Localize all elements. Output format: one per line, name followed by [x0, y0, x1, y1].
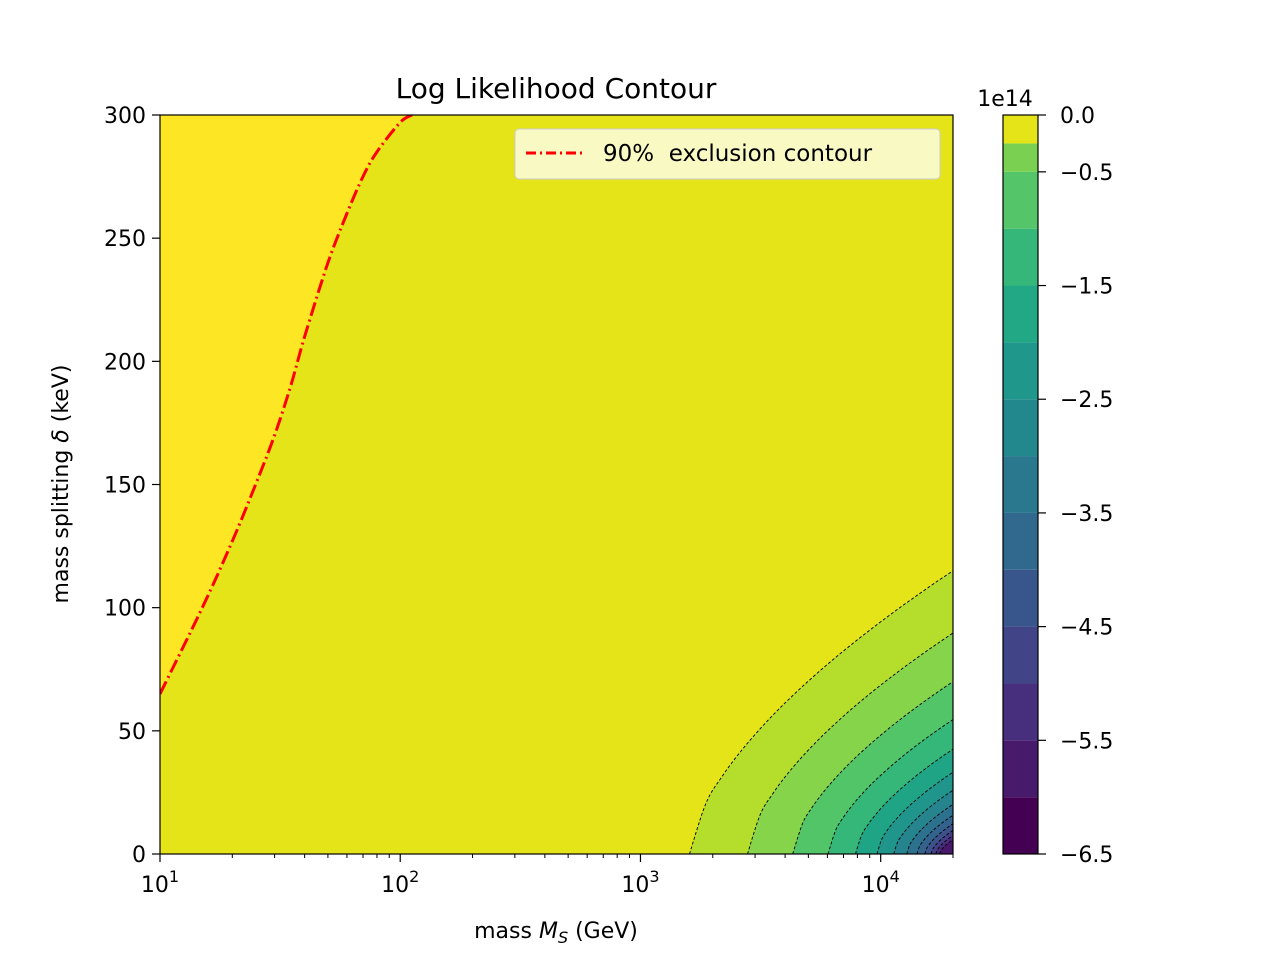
colorbar-tick-label: −4.5 [1060, 616, 1113, 641]
colorbar-band [1003, 797, 1038, 854]
colorbar-tick-label: −2.5 [1060, 388, 1113, 413]
y-tick-label: 300 [104, 104, 146, 129]
legend: 90% exclusion contour [514, 128, 941, 180]
colorbar-band [1003, 399, 1038, 457]
contour-line [689, 570, 953, 854]
colorbar-band [1003, 171, 1038, 229]
colorbar: 0.0 −0.5 −1.5 −2.5 −3.5 −4.5 −5.5 −6.5 1e14 [977, 87, 1113, 868]
colorbar-band [1003, 683, 1038, 741]
colorbar-band [1003, 740, 1038, 798]
max-likelihood-region [160, 115, 413, 694]
colorbar-tick-label: −6.5 [1060, 843, 1113, 868]
colorbar-band [1003, 512, 1038, 570]
contour-band [939, 839, 953, 854]
colorbar-ticks: 0.0 −0.5 −1.5 −2.5 −3.5 −4.5 −5.5 −6.5 [1038, 104, 1113, 868]
colorbar-tick-label: −3.5 [1060, 502, 1113, 527]
colorbar-bands [1003, 115, 1038, 854]
contour-line [924, 823, 953, 854]
x-tick-label: 103 [621, 867, 659, 898]
colorbar-tick-label: 0.0 [1060, 104, 1095, 129]
plot-area [160, 115, 953, 854]
colorbar-band [1003, 285, 1038, 343]
x-axis: 101 102 103 104 [141, 854, 954, 898]
contour-line [827, 719, 953, 854]
x-axis-label: mass MS (GeV) [474, 919, 638, 947]
y-axis-label: mass splitting δ (keV) [49, 365, 74, 604]
contour-line [935, 835, 953, 854]
contour-line [906, 803, 953, 854]
x-tick-label: 102 [381, 867, 419, 898]
colorbar-band [1003, 143, 1038, 172]
contour-line [939, 839, 953, 854]
y-tick-label: 100 [104, 597, 146, 622]
colorbar-band [1003, 115, 1038, 144]
colorbar-tick-label: −1.5 [1060, 275, 1113, 300]
x-tick-label: 104 [862, 867, 900, 898]
colorbar-band [1003, 569, 1038, 627]
contour-line [916, 814, 953, 854]
y-tick-label: 150 [104, 474, 146, 499]
colorbar-band [1003, 228, 1038, 286]
contour-bands [689, 570, 953, 854]
contour-line [876, 771, 953, 854]
y-tick-label: 0 [132, 843, 146, 868]
colorbar-band [1003, 626, 1038, 684]
contour-line [747, 632, 953, 854]
y-tick-label: 50 [118, 720, 146, 745]
exclusion-contour-line [160, 115, 413, 695]
y-axis: 0 50 100 150 200 250 300 [104, 104, 160, 868]
colorbar-tick-label: −5.5 [1060, 729, 1113, 754]
legend-entry-exclusion: 90% exclusion contour [603, 141, 873, 167]
contour-line [855, 748, 953, 854]
y-tick-label: 200 [104, 350, 146, 375]
colorbar-multiplier: 1e14 [977, 87, 1033, 112]
colorbar-band [1003, 456, 1038, 513]
colorbar-tick-label: −0.5 [1060, 161, 1113, 186]
contour-line [893, 789, 953, 854]
colorbar-band [1003, 342, 1038, 400]
y-tick-label: 250 [104, 227, 146, 252]
colorbar-frame [1002, 114, 1039, 855]
x-tick-label: 101 [141, 867, 179, 898]
legend-box [514, 128, 941, 180]
contour-line [792, 681, 953, 854]
chart-title: Log Likelihood Contour [396, 72, 717, 105]
